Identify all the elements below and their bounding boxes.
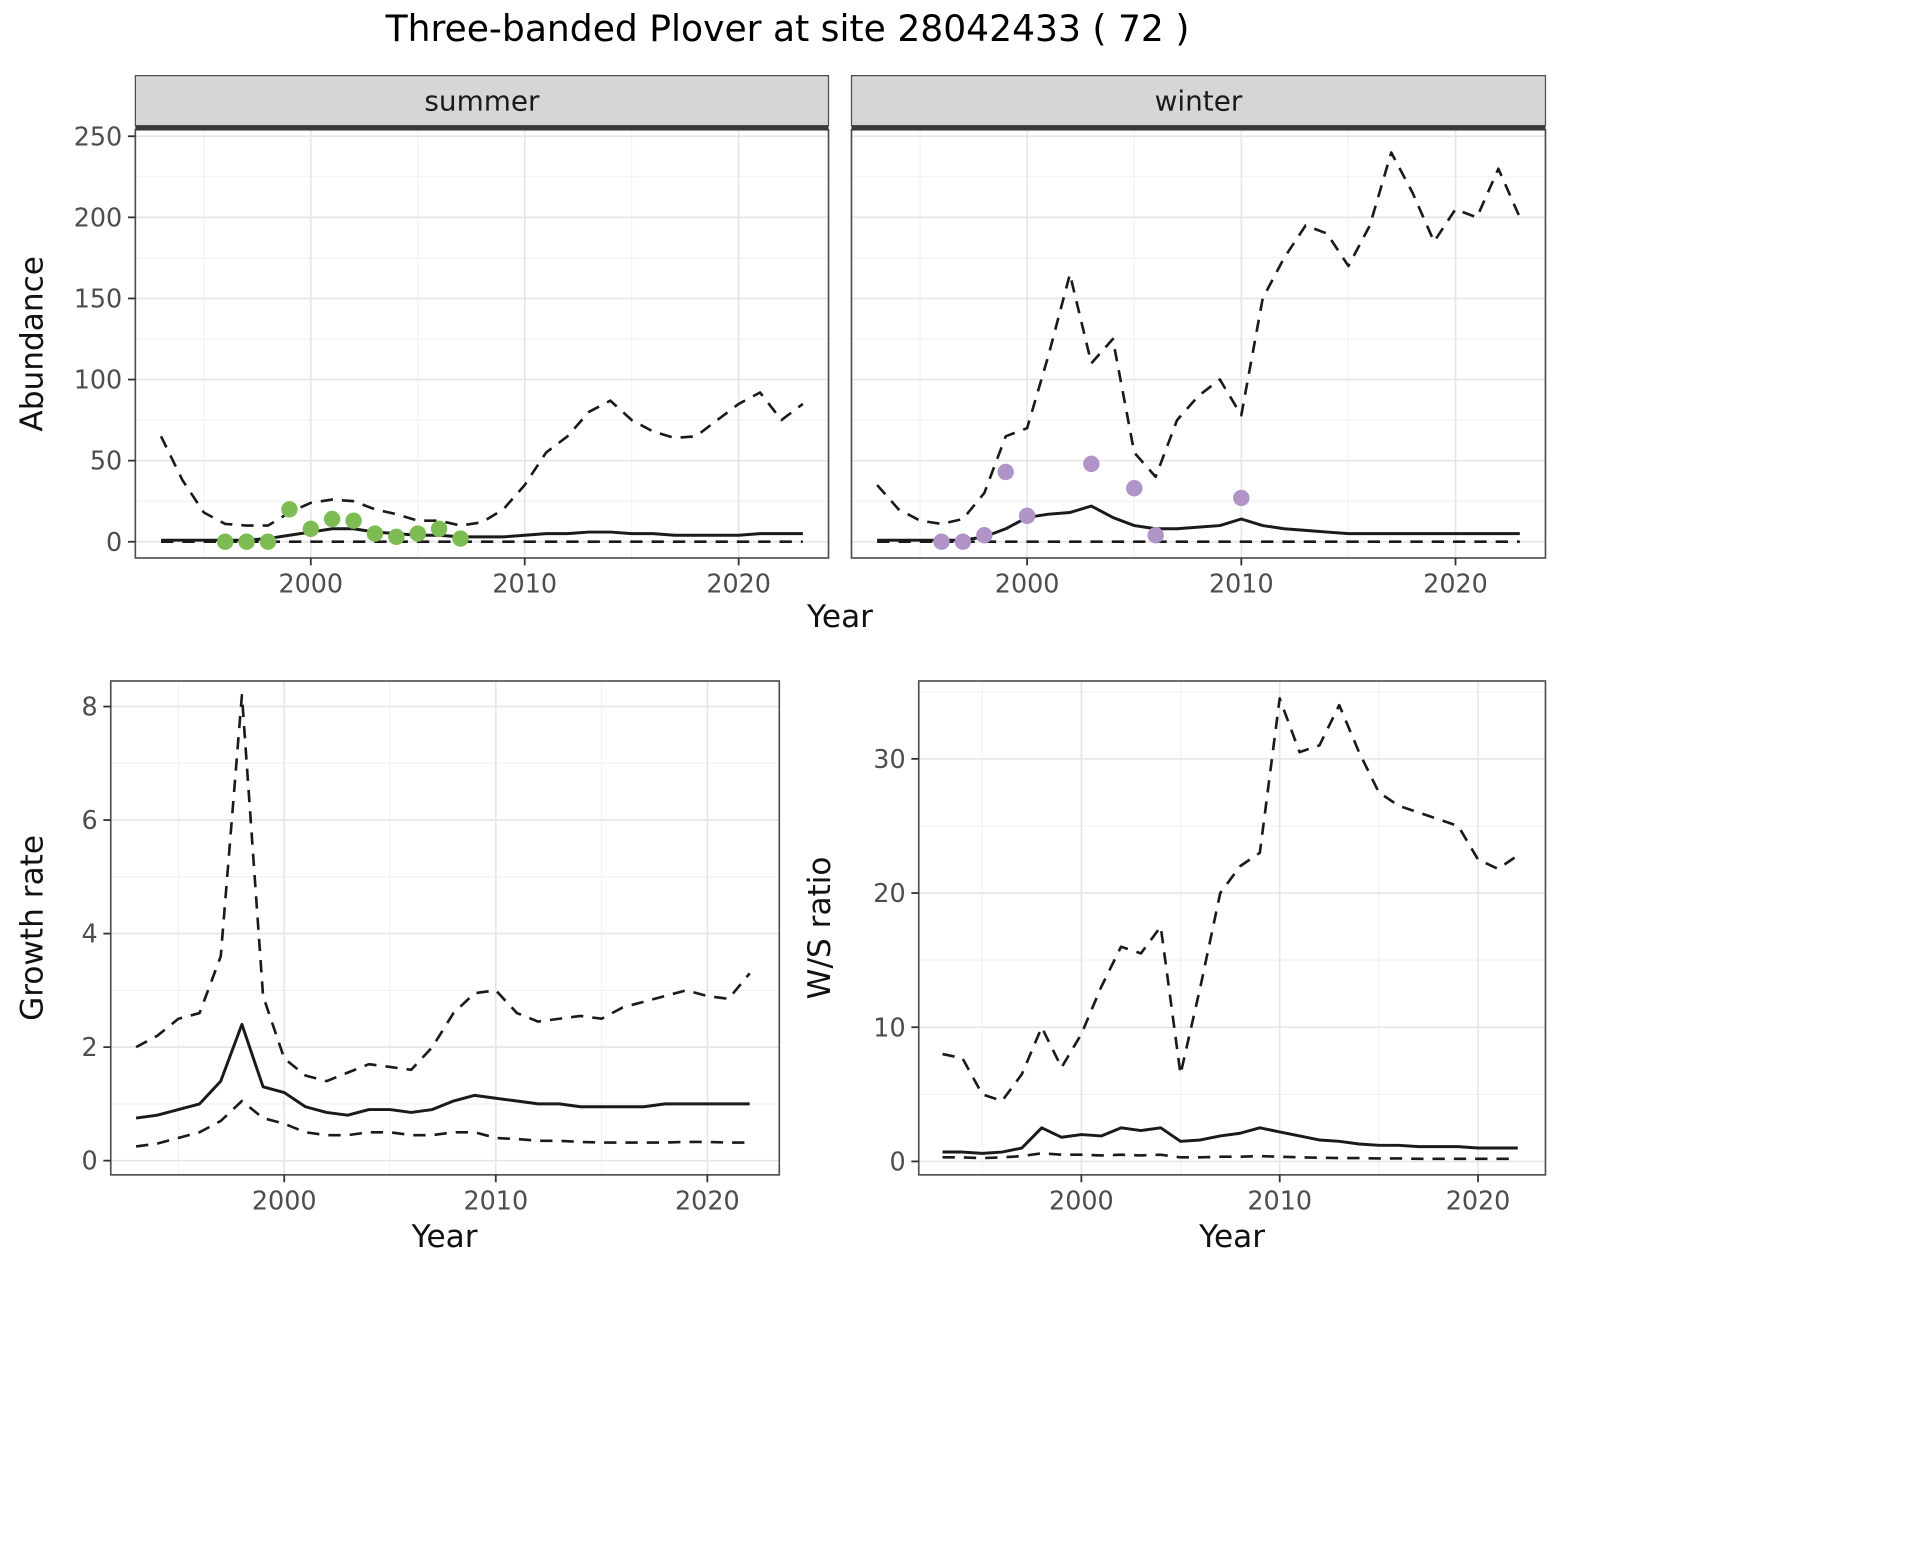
observed-winter-point (1147, 527, 1164, 544)
observed-winter-point (1083, 455, 1100, 473)
y-axis-title: Abundance (15, 256, 51, 432)
observed-summer-point (302, 520, 320, 537)
facet-strip-underline (851, 125, 1546, 130)
series-line-upper-ci (942, 697, 1519, 1103)
y-tick-label: 0 (81, 1146, 97, 1176)
y-tick-label: 4 (81, 919, 97, 949)
observed-winter-point (933, 533, 950, 550)
y-tick-label: 30 (873, 744, 905, 774)
x-axis-title: Year (1198, 1219, 1265, 1255)
y-tick-label: 0 (106, 527, 122, 557)
x-tick-label: 2020 (1423, 568, 1488, 598)
series-line-lower-ci (942, 1152, 1518, 1161)
y-tick-label: 200 (74, 202, 123, 232)
y-tick-label: 2 (81, 1032, 97, 1062)
y-tick-label: 100 (74, 365, 123, 395)
y-tick-label: 150 (74, 283, 123, 313)
x-tick-label: 2020 (675, 1185, 740, 1215)
observed-summer-point (409, 525, 426, 542)
observed-summer-point (430, 520, 448, 537)
y-tick-label: 8 (81, 692, 97, 722)
x-axis-title: Year (806, 599, 873, 635)
series-line-lower-ci (135, 1099, 750, 1148)
x-tick-label: 2000 (1049, 1185, 1114, 1215)
y-tick-label: 10 (873, 1012, 905, 1042)
x-tick-label: 2020 (1446, 1185, 1511, 1215)
y-tick-label: 6 (81, 805, 97, 835)
x-tick-label: 2000 (995, 568, 1060, 598)
figure-title: Three-banded Plover at site 28042433 ( 7… (385, 8, 1190, 50)
x-tick-label: 2010 (1209, 568, 1274, 598)
series-line-upper-ci (159, 391, 804, 527)
panel-background (918, 681, 1546, 1175)
observed-summer-point (281, 501, 298, 518)
x-tick-label: 2000 (278, 568, 343, 598)
observed-summer-point (388, 528, 405, 546)
observed-summer-point (345, 512, 362, 529)
observed-winter-point (1233, 489, 1250, 507)
observed-winter-point (954, 533, 972, 550)
panel-border (917, 680, 1547, 1176)
facet-strip-label: winter (1155, 84, 1243, 117)
y-axis-title: Growth rate (15, 835, 51, 1021)
observed-winter-point (1126, 480, 1143, 497)
x-tick-label: 2010 (1247, 1185, 1312, 1215)
series-line-upper-ci (135, 693, 751, 1083)
x-tick-label: 2010 (463, 1185, 528, 1215)
observed-summer-point (323, 510, 341, 528)
observed-winter-point (997, 463, 1014, 481)
panel-border (109, 680, 781, 1176)
observed-summer-point (366, 525, 384, 542)
panel-background (851, 129, 1546, 558)
facet-strip-underline (135, 125, 829, 130)
x-tick-label: 2000 (252, 1185, 317, 1215)
facet-strip (134, 75, 830, 127)
x-axis-title: Year (411, 1219, 478, 1255)
observed-summer-point (238, 533, 255, 550)
observed-winter-point (976, 527, 993, 544)
facet-strip-label: summer (424, 84, 540, 117)
panel-background (110, 681, 780, 1175)
observed-summer-point (452, 530, 469, 547)
series-line-median (942, 1126, 1518, 1155)
y-tick-label: 250 (74, 121, 123, 151)
facet-strip (850, 75, 1547, 127)
y-axis-title: W/S ratio (802, 857, 838, 1000)
x-tick-label: 2020 (706, 568, 771, 598)
series-line-median (135, 1022, 750, 1120)
observed-summer-point (259, 533, 277, 550)
y-tick-label: 20 (873, 878, 905, 908)
observed-summer-point (216, 533, 234, 550)
y-tick-label: 50 (90, 446, 122, 476)
observed-winter-point (1018, 507, 1036, 525)
x-tick-label: 2010 (492, 568, 557, 598)
y-tick-label: 0 (889, 1146, 905, 1176)
panel-background (135, 129, 829, 558)
series-line-upper-ci (876, 151, 1521, 526)
